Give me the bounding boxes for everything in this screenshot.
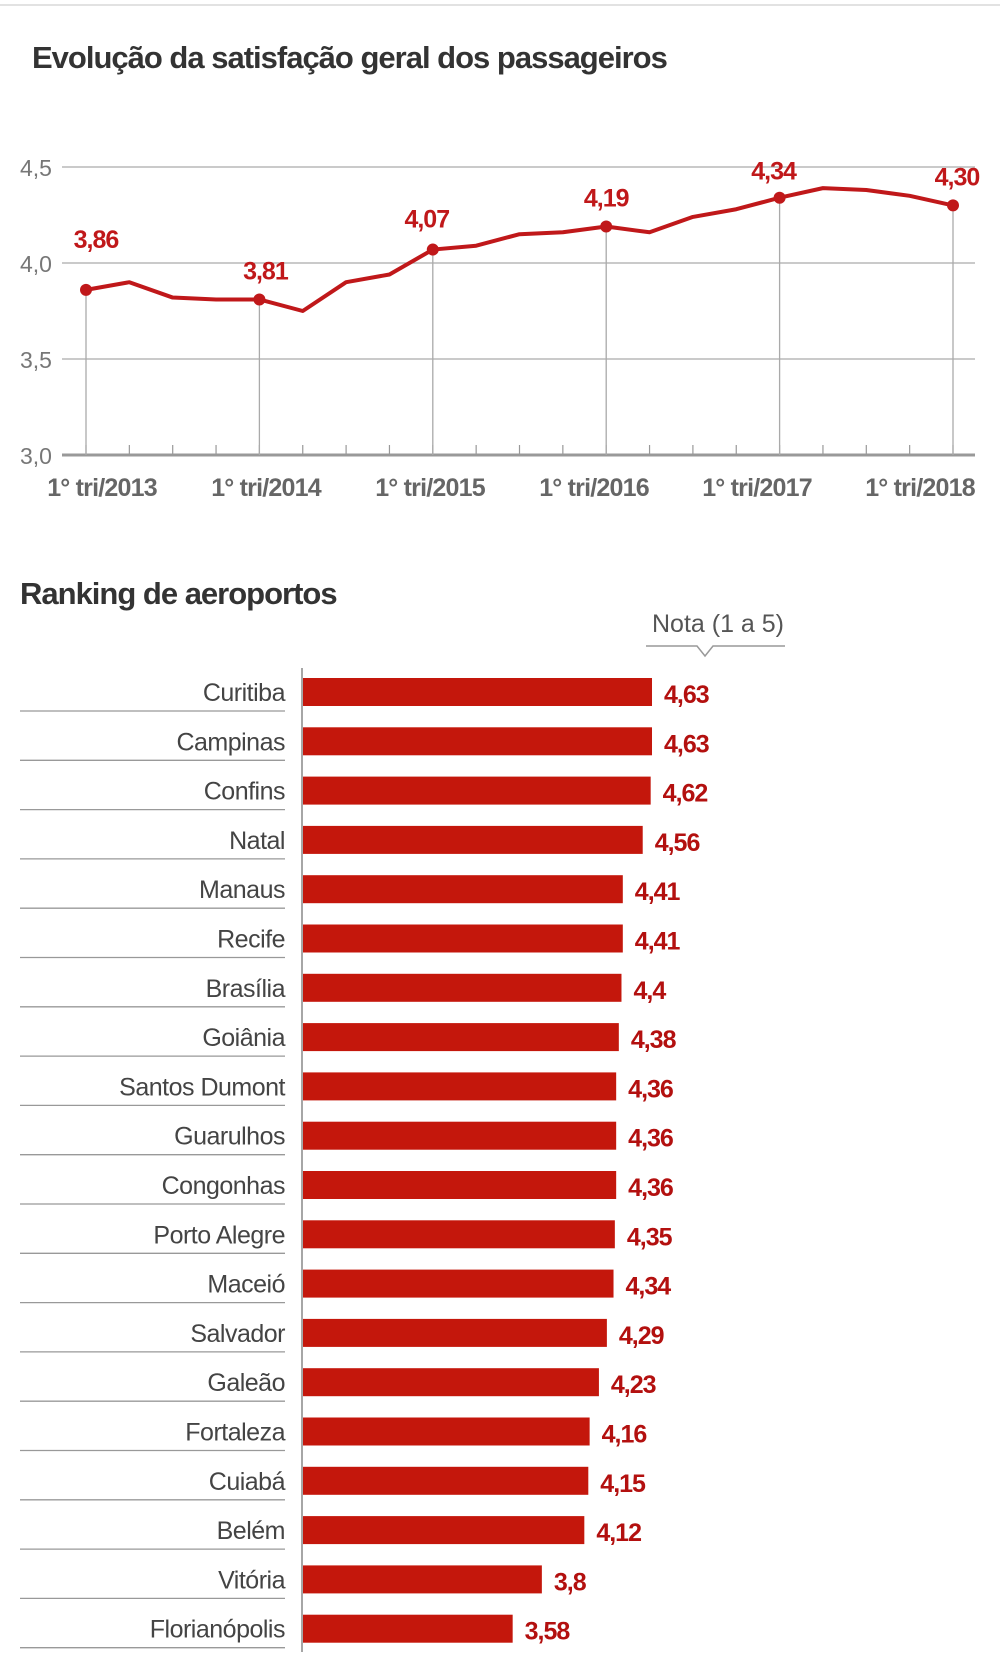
bar-chart-title: Ranking de aeroportos bbox=[20, 576, 338, 611]
category-label: Congonhas bbox=[162, 1172, 285, 1200]
category-label: Porto Alegre bbox=[153, 1221, 285, 1249]
line-chart: 3,0 3,5 4,0 4,5 3,86 3,81 4,07 4,19 4,34 4,30 1° t… bbox=[20, 155, 980, 502]
bar-value-label: 3,58 bbox=[525, 1618, 571, 1646]
series-line bbox=[85, 186, 954, 313]
x-tick-label: 1° tri/2018 bbox=[865, 474, 976, 502]
value-header-pointer bbox=[646, 645, 785, 658]
data-label: 4,34 bbox=[751, 158, 797, 186]
category-label: Salvador bbox=[190, 1320, 285, 1348]
data-label: 4,19 bbox=[584, 185, 629, 213]
category-label: Brasília bbox=[206, 975, 286, 1003]
bar bbox=[303, 1368, 599, 1397]
category-label: Vitória bbox=[218, 1566, 286, 1594]
data-point bbox=[600, 220, 613, 233]
bar-value-label: 4,34 bbox=[626, 1273, 672, 1301]
bar bbox=[303, 1220, 615, 1249]
x-tick-label: 1° tri/2014 bbox=[211, 474, 322, 502]
bar bbox=[303, 1121, 617, 1150]
bar bbox=[303, 1466, 589, 1495]
y-tick-label: 3,0 bbox=[20, 443, 52, 469]
bar bbox=[303, 1417, 590, 1446]
line-chart-title: Evolução da satisfação geral dos passage… bbox=[32, 40, 668, 75]
x-tick-label: 1° tri/2013 bbox=[47, 474, 157, 502]
category-label: Belém bbox=[217, 1517, 285, 1545]
bar bbox=[303, 678, 653, 706]
bar-value-label: 4,36 bbox=[628, 1075, 673, 1103]
category-label: Fortaleza bbox=[185, 1419, 285, 1447]
x-tick-label: 1° tri/2015 bbox=[375, 474, 486, 502]
y-tick-label: 4,0 bbox=[20, 251, 52, 277]
bar-value-label: 4,16 bbox=[602, 1421, 647, 1449]
category-label: Maceió bbox=[207, 1271, 285, 1299]
bar-value-label: 4,41 bbox=[635, 878, 681, 906]
data-label: 3,81 bbox=[243, 257, 289, 285]
category-label: Campinas bbox=[176, 728, 285, 756]
bar bbox=[303, 973, 622, 1002]
bar bbox=[303, 1565, 542, 1594]
bar bbox=[303, 727, 653, 756]
bar-value-label: 4,62 bbox=[663, 780, 708, 808]
y-tick-label: 3,5 bbox=[20, 347, 52, 373]
bar bbox=[303, 1614, 513, 1643]
bar bbox=[303, 825, 643, 854]
bar bbox=[303, 1318, 607, 1347]
bar-value-label: 4,12 bbox=[596, 1519, 641, 1547]
data-label: 4,30 bbox=[935, 163, 980, 191]
bar-value-label: 4,41 bbox=[635, 928, 681, 956]
category-label: Cuiabá bbox=[209, 1468, 286, 1496]
category-label: Natal bbox=[229, 827, 285, 855]
bar bbox=[303, 1269, 614, 1298]
category-label: Manaus bbox=[199, 876, 285, 904]
category-label: Recife bbox=[217, 926, 285, 954]
bar-value-label: 4,56 bbox=[655, 829, 700, 857]
bar-value-label: 4,63 bbox=[664, 730, 709, 758]
bar bbox=[303, 1516, 585, 1545]
data-point bbox=[947, 199, 959, 212]
x-tick-label: 1° tri/2017 bbox=[702, 474, 812, 502]
bar-value-label: 3,8 bbox=[554, 1568, 587, 1596]
bar-value-label: 4,38 bbox=[631, 1026, 677, 1054]
bar bbox=[303, 924, 623, 953]
category-label: Goiânia bbox=[202, 1024, 285, 1052]
bar-value-label: 4,15 bbox=[600, 1470, 646, 1498]
bar-value-label: 4,35 bbox=[627, 1223, 673, 1251]
bar-value-label: 4,4 bbox=[633, 977, 666, 1005]
value-header: Nota (1 a 5) bbox=[652, 610, 784, 638]
bar-value-label: 4,63 bbox=[664, 681, 709, 709]
x-tick-label: 1° tri/2016 bbox=[539, 474, 649, 502]
bar-value-label: 4,23 bbox=[611, 1371, 656, 1399]
category-label: Curitiba bbox=[203, 679, 286, 707]
bar-value-label: 4,29 bbox=[619, 1322, 664, 1350]
bar bbox=[303, 776, 651, 805]
bar bbox=[303, 1072, 617, 1101]
top-divider bbox=[0, 4, 1000, 6]
y-tick-label: 4,5 bbox=[20, 155, 52, 181]
bar bbox=[303, 875, 623, 904]
data-point bbox=[253, 293, 266, 306]
category-label: Florianópolis bbox=[150, 1616, 285, 1644]
bar-value-label: 4,36 bbox=[628, 1174, 673, 1202]
category-label: Galeão bbox=[207, 1369, 285, 1397]
bar bbox=[303, 1023, 619, 1052]
category-label: Confins bbox=[204, 778, 285, 806]
data-point bbox=[80, 283, 92, 296]
bar bbox=[303, 1171, 617, 1199]
data-label: 4,07 bbox=[404, 206, 449, 234]
bar-value-label: 4,36 bbox=[628, 1125, 673, 1153]
data-point bbox=[426, 243, 439, 256]
data-point bbox=[773, 191, 786, 204]
category-label: Guarulhos bbox=[174, 1123, 285, 1151]
data-label: 3,86 bbox=[74, 226, 119, 254]
category-label: Santos Dumont bbox=[119, 1073, 285, 1101]
